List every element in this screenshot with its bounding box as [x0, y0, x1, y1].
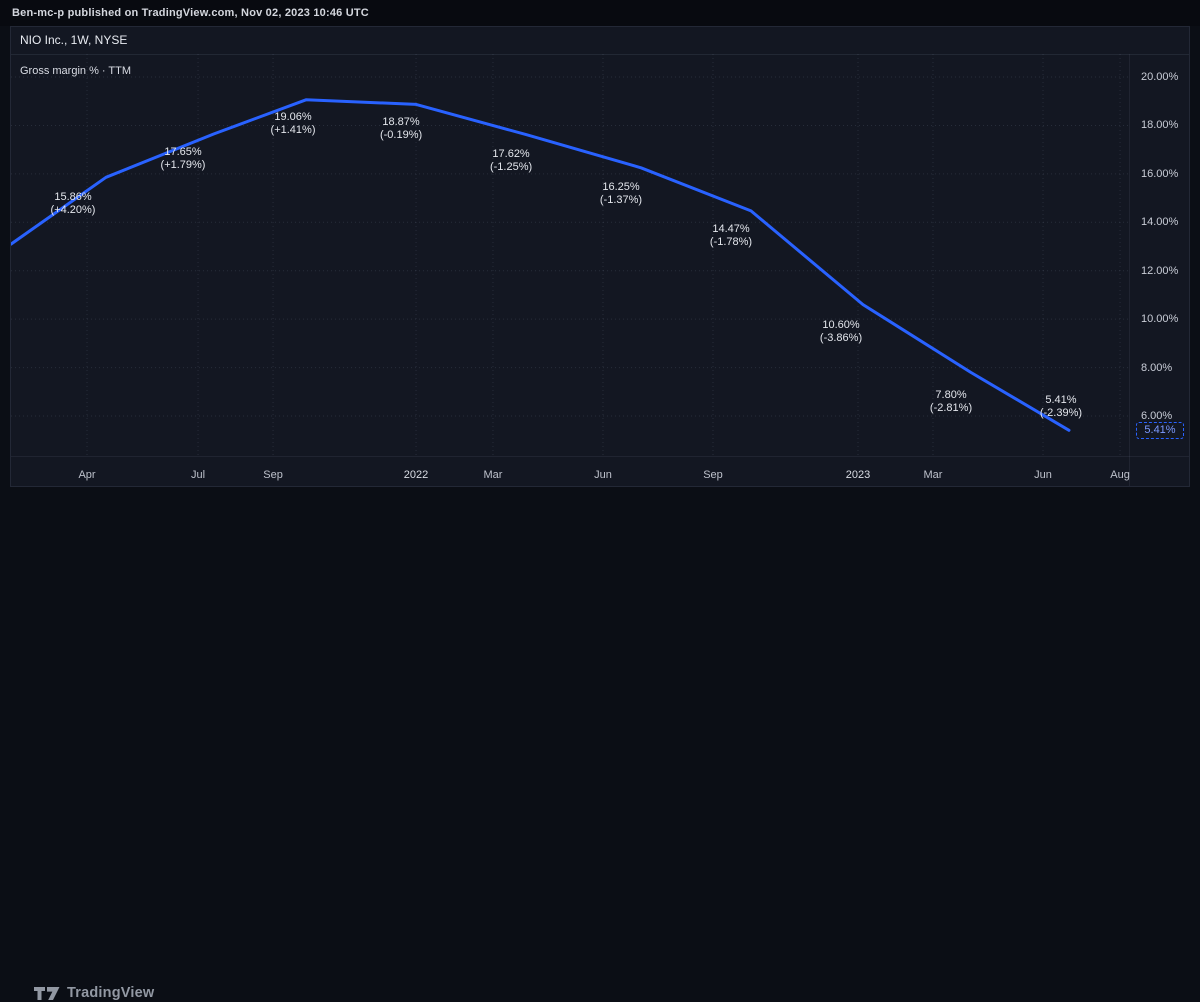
data-point-change: (+1.79%) [160, 158, 206, 171]
price-axis-separator [1129, 54, 1130, 486]
time-axis-label: 2022 [403, 469, 429, 481]
time-axis-label: Mar [923, 469, 943, 481]
attribution-text: Ben-mc-p published on TradingView.com, N… [12, 7, 369, 19]
data-point-value: 17.62% [492, 147, 530, 160]
data-point-change: (-1.37%) [599, 193, 643, 206]
data-point-label: 18.87% (-0.19%) [349, 116, 453, 142]
chart-panel: NIO Inc., 1W, NYSE Gross margin % · TTM … [10, 26, 1190, 487]
data-point-label: 15.86% (+4.20%) [21, 191, 125, 217]
data-point-change: (-2.81%) [929, 402, 973, 415]
gross-margin-line-series[interactable] [11, 98, 1071, 432]
data-point-value: 17.65% [164, 145, 202, 158]
price-axis-label: 20.00% [1141, 71, 1179, 83]
data-point-label: 10.60% (-3.86%) [789, 319, 893, 345]
time-axis-label: 2023 [845, 469, 871, 481]
price-axis-label: 8.00% [1141, 361, 1173, 374]
data-point-change: (-1.25%) [489, 160, 533, 173]
data-point-change: (+4.20%) [50, 204, 96, 217]
indicator-title[interactable]: Gross margin % · TTM [20, 65, 132, 77]
data-point-label: 16.25% (-1.37%) [569, 181, 673, 207]
data-point-value: 7.80% [935, 389, 967, 402]
data-point-value: 10.60% [822, 318, 860, 331]
header-divider [11, 54, 1189, 55]
price-axis-label: 16.00% [1141, 167, 1179, 180]
time-axis-label: Mar [483, 469, 503, 481]
data-point-label: 17.65% (+1.79%) [131, 146, 235, 172]
time-axis-label: Apr [78, 469, 96, 481]
data-point-value: 16.25% [602, 180, 640, 193]
last-price-badge: 5.41% [1136, 422, 1184, 439]
price-axis-label: 18.00% [1141, 119, 1179, 132]
data-point-value: 15.86% [54, 191, 92, 204]
time-axis-label: Jul [191, 469, 206, 481]
price-axis-label: 14.00% [1141, 216, 1179, 229]
tradingview-logo-icon [34, 986, 60, 1000]
tradingview-brand-text: TradingView [67, 985, 155, 1001]
price-axis-label: 12.00% [1141, 264, 1179, 277]
time-axis-label: Aug [1110, 469, 1130, 481]
footer-bar: TradingView [0, 487, 1200, 1001]
price-axis-label: 6.00% [1141, 410, 1173, 423]
line-chart-canvas[interactable] [11, 27, 1189, 486]
data-point-label: 19.06% (+1.41%) [241, 111, 345, 137]
data-point-change: (-1.78%) [709, 235, 753, 248]
symbol-title[interactable]: NIO Inc., 1W, NYSE [20, 33, 128, 47]
time-axis-label: Jun [594, 469, 612, 481]
data-point-value: 18.87% [382, 116, 420, 129]
data-point-label: 17.62% (-1.25%) [459, 148, 563, 174]
time-axis-separator [11, 456, 1189, 457]
time-axis-label: Jun [1034, 469, 1052, 481]
attribution-bar: Ben-mc-p published on TradingView.com, N… [0, 0, 1200, 26]
data-point-value: 5.41% [1045, 394, 1077, 407]
data-point-value: 14.47% [712, 222, 750, 235]
data-point-label: 5.41% (-2.39%) [1009, 394, 1113, 420]
data-point-change: (-2.39%) [1039, 407, 1083, 420]
data-point-change: (-0.19%) [379, 129, 423, 142]
tradingview-brand-link[interactable]: TradingView [34, 984, 154, 1002]
data-point-label: 14.47% (-1.78%) [679, 223, 783, 249]
data-point-label: 7.80% (-2.81%) [899, 389, 1003, 415]
data-point-change: (+1.41%) [270, 123, 316, 136]
time-axis-label: Sep [703, 469, 723, 481]
data-point-change: (-3.86%) [819, 331, 863, 344]
time-axis-label: Sep [263, 469, 283, 481]
data-point-value: 19.06% [274, 110, 312, 123]
price-axis-label: 10.00% [1141, 313, 1179, 326]
